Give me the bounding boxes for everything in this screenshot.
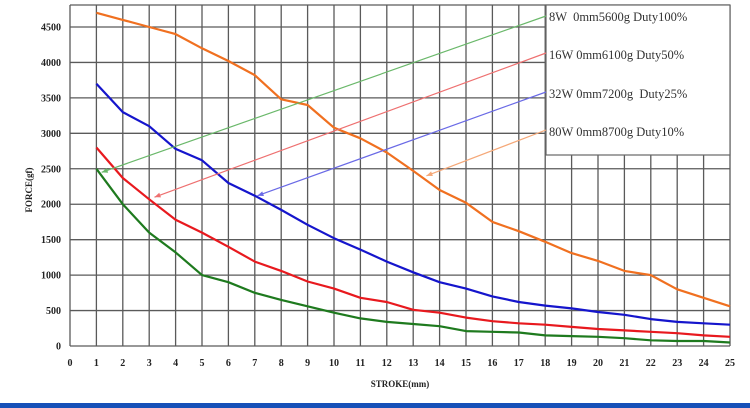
y-tick-label: 2000 (41, 200, 61, 211)
x-tick-label: 6 (226, 358, 231, 369)
series-line-4 (96, 11, 731, 308)
x-axis-label: STROKE(mm) (371, 379, 430, 389)
x-tick-label: 24 (699, 358, 709, 369)
legend-arrow-line (154, 52, 547, 198)
x-tick-label: 23 (672, 358, 682, 369)
x-tick-label: 20 (593, 358, 603, 369)
x-tick-label: 11 (356, 358, 365, 369)
y-axis-label: FORCE(gf) (24, 168, 34, 213)
x-tick-label: 3 (147, 358, 152, 369)
y-tick-label: 3500 (41, 93, 61, 104)
x-tick-label: 10 (329, 358, 339, 369)
x-tick-label: 22 (646, 358, 656, 369)
legend-entry-16w: 16W 0mm6100g Duty50% (549, 48, 684, 62)
legend-arrow-line (101, 15, 547, 173)
legend-arrow-line (426, 129, 547, 177)
x-tick-label: 2 (120, 358, 125, 369)
y-tick-label: 1500 (41, 235, 61, 246)
y-tick-label: 2500 (41, 164, 61, 175)
y-tick-label: 4500 (41, 23, 61, 34)
x-tick-label: 19 (567, 358, 577, 369)
x-tick-label: 8 (279, 358, 284, 369)
bottom-bar (0, 403, 750, 408)
x-tick-label: 4 (173, 358, 178, 369)
legend-box (545, 4, 731, 156)
legend-arrows (101, 15, 547, 198)
x-tick-label: 21 (619, 358, 629, 369)
legend-entry-80w: 80W 0mm8700g Duty10% (549, 125, 684, 139)
legend: 8W 0mm5600g Duty100% 16W 0mm6100g Duty50… (545, 4, 731, 156)
legend-arrow-head (154, 192, 161, 198)
legend-entry-8w: 8W 0mm5600g Duty100% (549, 10, 687, 24)
series-line-1 (95, 168, 731, 344)
x-tick-label: 18 (540, 358, 550, 369)
y-tick-label: 4000 (41, 58, 61, 69)
x-tick-label: 7 (252, 358, 257, 369)
series-line-3 (95, 82, 731, 326)
x-tick-label: 17 (514, 358, 524, 369)
legend-arrow-head (426, 171, 433, 177)
x-tick-label: 9 (305, 358, 310, 369)
x-tick-label: 0 (68, 358, 73, 369)
legend-arrow-head (257, 191, 264, 197)
x-tick-label: 5 (200, 358, 205, 369)
grid (69, 4, 731, 347)
x-tick-label: 25 (725, 358, 735, 369)
series-lines (95, 11, 731, 344)
y-tick-label: 1000 (41, 271, 61, 282)
series-line-2 (95, 146, 731, 338)
legend-arrow-line (257, 91, 547, 197)
y-axis-ticks: 0 500 1000 1500 2000 2500 3000 3500 4000 4500 (41, 23, 61, 353)
x-tick-label: 15 (461, 358, 471, 369)
legend-entry-32w: 32W 0mm7200g Duty25% (549, 87, 687, 101)
x-tick-label: 16 (487, 358, 497, 369)
x-tick-label: 1 (94, 358, 99, 369)
x-tick-label: 12 (382, 358, 392, 369)
y-tick-label: 500 (46, 306, 61, 317)
x-axis-ticks: 0 1 2 3 4 5 6 7 8 9 10 11 12 13 14 15 16 17 18 19 20 21 22 23 24… (68, 358, 736, 369)
legend-arrow-head (101, 167, 109, 173)
x-tick-label: 14 (435, 358, 445, 369)
x-tick-label: 13 (408, 358, 418, 369)
y-tick-label: 3000 (41, 129, 61, 140)
y-tick-label: 0 (56, 342, 61, 353)
